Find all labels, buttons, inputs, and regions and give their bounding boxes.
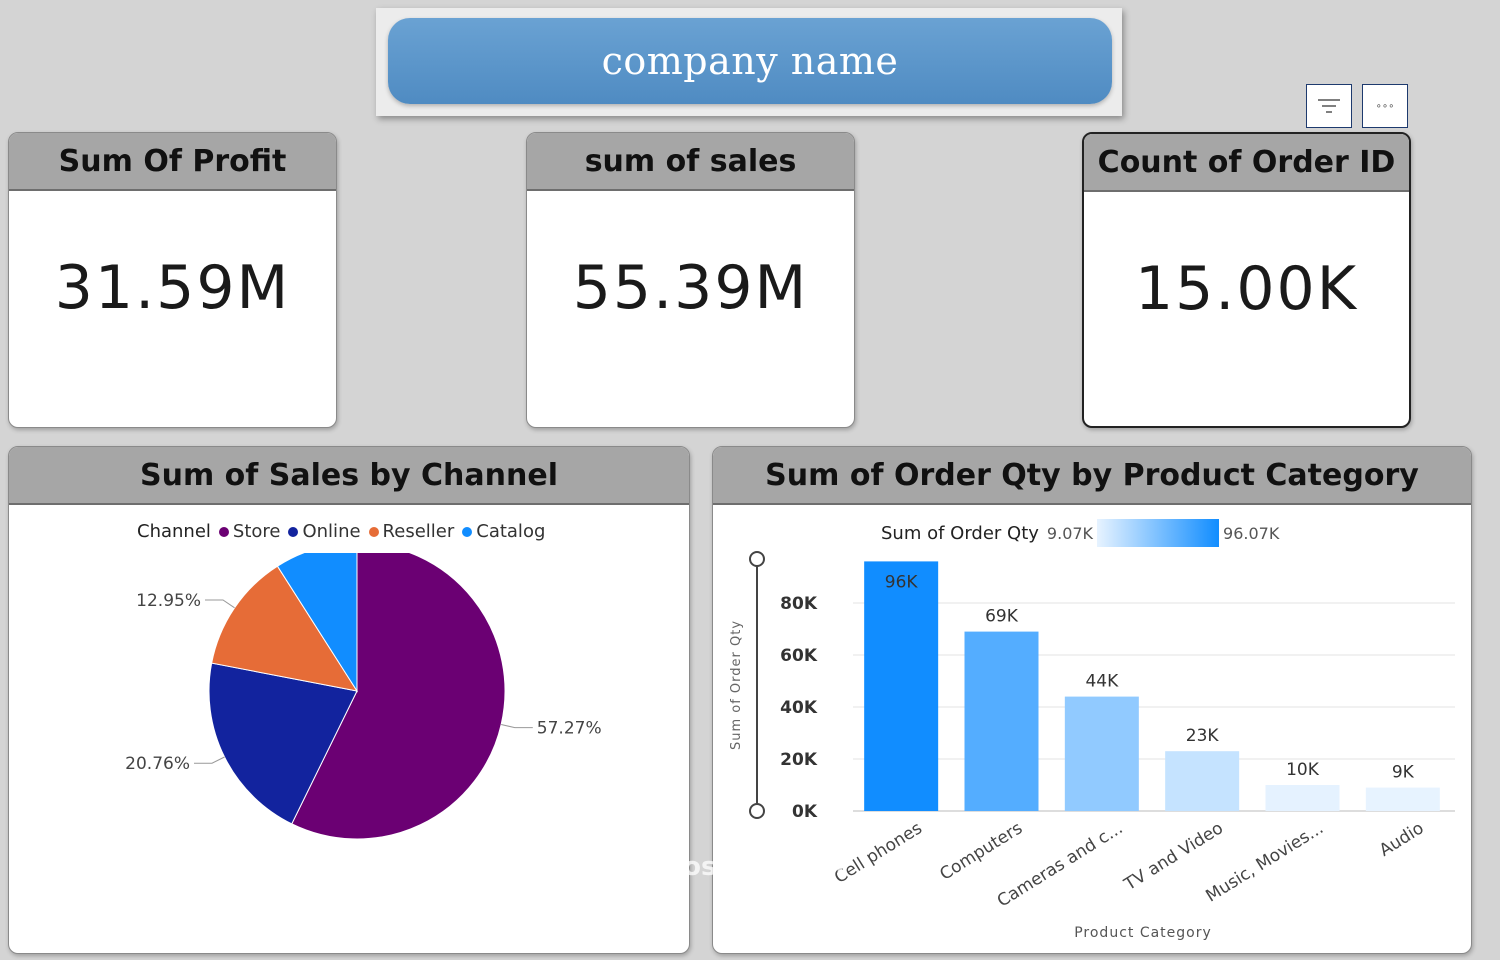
- pie-leader-line: [204, 599, 235, 609]
- pie-slice-store[interactable]: [291, 553, 506, 840]
- legend-label: Catalog: [476, 521, 546, 542]
- legend-label: Store: [232, 521, 281, 542]
- pie-chart-title: Sum of Sales by Channel: [9, 447, 689, 505]
- y-axis-title: Sum of Order Qty: [729, 620, 744, 750]
- page-title: company name: [388, 18, 1112, 104]
- bar-data-label: 9K: [1392, 763, 1415, 783]
- kpi-label: Sum Of Profit: [9, 133, 336, 191]
- pie-slice-catalog[interactable]: [276, 553, 358, 693]
- bar-4[interactable]: [1265, 785, 1340, 811]
- kpi-label: Count of Order ID: [1084, 134, 1409, 192]
- y-tick-label: 60K: [780, 646, 818, 666]
- legend-dot: [368, 526, 379, 537]
- kpi-label: sum of sales: [527, 133, 854, 191]
- x-tick-label: Audio: [1376, 818, 1428, 861]
- bar-data-label: 96K: [885, 572, 919, 592]
- more-options-button[interactable]: ∘∘∘: [1362, 84, 1408, 128]
- legend-item-reseller[interactable]: Reseller: [368, 521, 455, 542]
- bar-3[interactable]: [1165, 751, 1240, 811]
- more-options-icon: ∘∘∘: [1375, 100, 1395, 112]
- pie-data-label: 57.27%: [537, 719, 602, 739]
- pie-data-label: 12.95%: [136, 591, 201, 611]
- zoom-slider-handle-top[interactable]: [749, 551, 765, 567]
- legend-dot: [288, 526, 299, 537]
- kpi-value: 55.39M: [572, 253, 809, 323]
- pie-chart: 57.27%20.76%12.95%9.03%: [125, 553, 602, 840]
- y-tick-label: 20K: [780, 750, 818, 770]
- x-tick-label: Cell phones: [831, 818, 926, 888]
- kpi-value: 15.00K: [1134, 254, 1359, 324]
- zoom-slider-handle-bottom[interactable]: [749, 803, 765, 819]
- bar-chart-card[interactable]: Sum of Order Qty by Product Category Sum…: [712, 446, 1472, 954]
- x-tick-label: Computers: [936, 818, 1026, 885]
- kpi-card-profit: Sum Of Profit 31.59M: [8, 132, 337, 428]
- y-tick-label: 80K: [780, 594, 818, 614]
- bar-0[interactable]: [864, 561, 939, 811]
- pie-chart-card[interactable]: Sum of Sales by Channel Channel Store On…: [8, 446, 690, 954]
- y-tick-label: 0K: [792, 802, 818, 822]
- bar-color-legend: Sum of Order Qty 9.07K 96.07K: [881, 519, 1279, 547]
- bar-data-label: 10K: [1286, 760, 1320, 780]
- bar-legend-title: Sum of Order Qty: [881, 522, 1039, 544]
- bar-2[interactable]: [1064, 696, 1139, 811]
- kpi-card-sales: sum of sales 55.39M: [526, 132, 855, 428]
- bar-data-label: 69K: [985, 607, 1019, 627]
- bar-chart-title: Sum of Order Qty by Product Category: [713, 447, 1471, 505]
- filter-lines-icon: [1318, 99, 1340, 113]
- bar-data-label: 44K: [1085, 672, 1119, 692]
- filter-button[interactable]: [1306, 84, 1352, 128]
- watermark: mostaql.com: [656, 852, 845, 882]
- bar-1[interactable]: [964, 631, 1039, 811]
- pie-leader-line: [501, 723, 533, 729]
- legend-label: Online: [302, 521, 361, 542]
- legend-gradient: [1097, 519, 1220, 547]
- bar-data-label: 23K: [1186, 726, 1220, 746]
- legend-item-online[interactable]: Online: [288, 521, 361, 542]
- legend-label: Reseller: [382, 521, 455, 542]
- pie-leader-line: [194, 756, 225, 764]
- kpi-card-orders[interactable]: Count of Order ID 15.00K: [1082, 132, 1411, 428]
- bar-5[interactable]: [1365, 787, 1440, 811]
- legend-min-value: 9.07K: [1046, 523, 1094, 543]
- legend-max-value: 96.07K: [1223, 523, 1280, 543]
- kpi-value: 31.59M: [54, 253, 291, 323]
- legend-dot: [462, 526, 473, 537]
- bar-chart: 0K 20K 40K 60K 80K Sum of Order Qty 96K Cell ph…: [729, 551, 1455, 941]
- pie-legend: Channel Store Online Reseller Catalog: [137, 521, 553, 542]
- legend-item-store[interactable]: Store: [218, 521, 281, 542]
- pie-legend-title: Channel: [137, 521, 211, 542]
- legend-item-catalog[interactable]: Catalog: [462, 521, 545, 542]
- y-tick-label: 40K: [780, 698, 818, 718]
- pie-data-label: 20.76%: [125, 754, 190, 774]
- legend-dot: [218, 526, 229, 537]
- x-axis-title: Product Category: [1074, 925, 1212, 941]
